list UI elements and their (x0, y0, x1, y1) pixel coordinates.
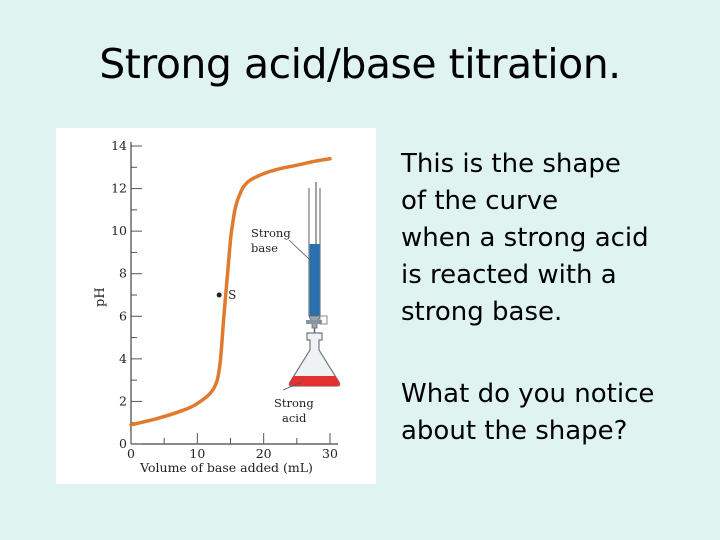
y-tick-label: 6 (119, 308, 127, 323)
annotation-equivalence-label: S (228, 288, 236, 302)
x-tick-label: 30 (322, 446, 338, 461)
slide-title: Strong acid/base titration. (99, 40, 621, 88)
y-tick-label: 4 (119, 351, 127, 366)
x-tick-label: 10 (189, 446, 205, 461)
y-tick-label: 10 (111, 223, 127, 238)
acid-liquid (289, 376, 340, 386)
titration-chart: 0 2 4 6 8 10 12 14 0 10 20 30 S pH Volume of base a… (93, 138, 341, 475)
titration-curve (129, 157, 332, 427)
x-tick-label: 20 (256, 446, 272, 461)
base-liquid (309, 244, 320, 316)
y-tick-label: 14 (111, 138, 127, 153)
body-paragraph-2: What do you notice about the shape? (401, 379, 655, 446)
body-paragraph-1: This is the shape of the curve when a st… (401, 149, 649, 327)
y-tick-label: 2 (119, 393, 127, 408)
x-axis-label: Volume of base added (mL) (139, 460, 313, 475)
flask-icon (288, 332, 341, 387)
chart-axes (130, 142, 338, 445)
y-tick-label: 8 (119, 266, 127, 281)
titration-figure: 0 2 4 6 8 10 12 14 0 10 20 30 S pH Volume of base a… (56, 128, 376, 484)
y-tick-label: 0 (119, 436, 127, 451)
annotation-strong-base: Strong base (251, 226, 294, 255)
chart-ticks: 0 2 4 6 8 10 12 14 0 10 20 30 (111, 138, 338, 461)
burette-icon (306, 182, 328, 336)
x-tick-label: 0 (127, 446, 135, 461)
annotation-strong-acid: Strong acid (274, 396, 317, 425)
equivalence-point (216, 292, 222, 298)
y-axis-label: pH (93, 287, 108, 307)
y-tick-label: 12 (111, 181, 127, 196)
